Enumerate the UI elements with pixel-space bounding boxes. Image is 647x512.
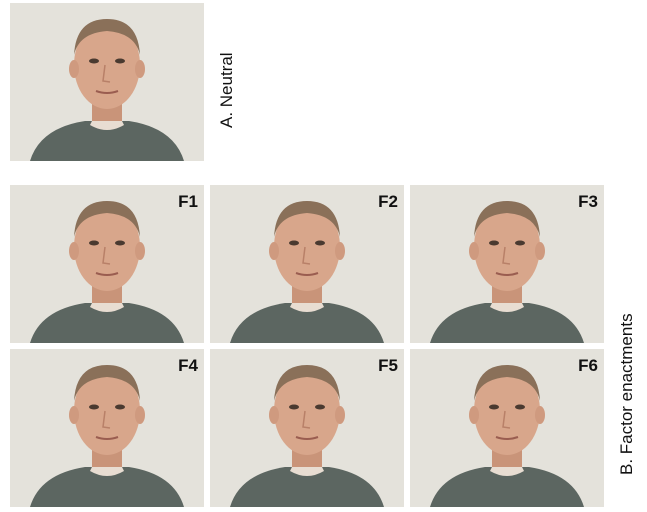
enactment-photo	[9, 184, 205, 344]
neutral-label: A. Neutral	[217, 52, 236, 128]
panel-tag: F2	[378, 192, 398, 211]
panel-tag: F4	[178, 356, 198, 375]
enactment-photo	[409, 348, 605, 508]
neutral-photo	[9, 2, 205, 162]
panel-tag: F6	[578, 356, 598, 375]
panel-tag: F3	[578, 192, 598, 211]
enactment-photo	[409, 184, 605, 344]
enactment-photo	[209, 184, 405, 344]
enactment-photo	[9, 348, 205, 508]
enactment-photo	[209, 348, 405, 508]
panel-tag: F1	[178, 192, 198, 211]
enactments-label: B. Factor enactments	[617, 313, 636, 475]
panel-tag: F5	[378, 356, 398, 375]
